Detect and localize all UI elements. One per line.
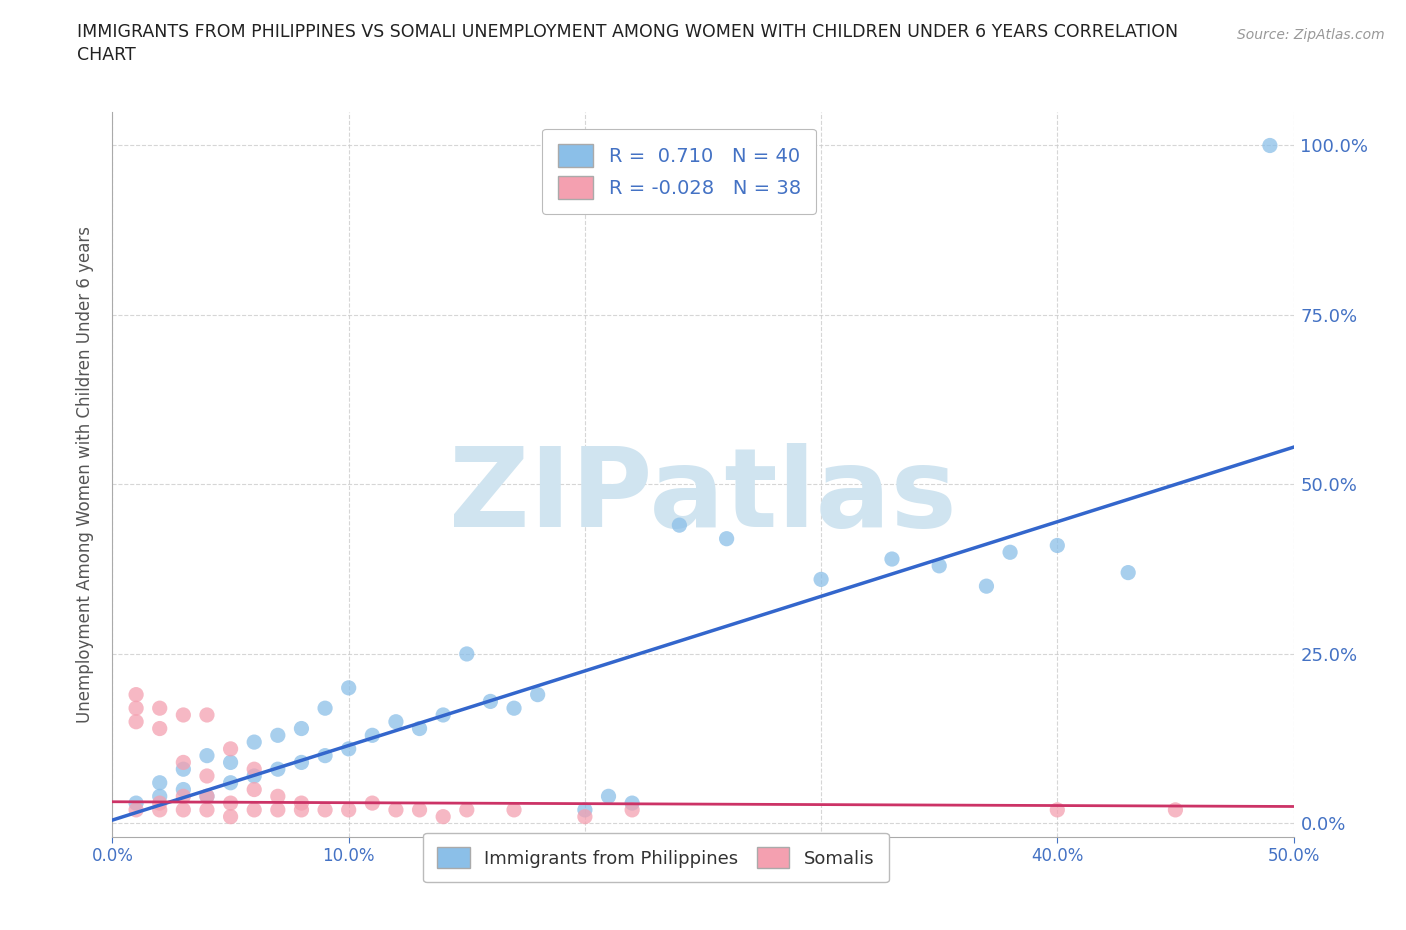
Point [314, 803, 336, 817]
Text: Source: ZipAtlas.com: Source: ZipAtlas.com [1237, 28, 1385, 42]
Point [219, 741, 242, 756]
Point [149, 721, 172, 736]
Point [195, 768, 218, 783]
Point [976, 578, 998, 593]
Point [503, 803, 526, 817]
Point [456, 803, 478, 817]
Text: ZIPatlas: ZIPatlas [449, 443, 957, 550]
Point [125, 796, 148, 811]
Point [314, 700, 336, 715]
Point [149, 796, 172, 811]
Point [290, 755, 312, 770]
Point [361, 796, 384, 811]
Point [1046, 803, 1069, 817]
Point [195, 803, 218, 817]
Point [290, 796, 312, 811]
Point [290, 803, 312, 817]
Point [267, 762, 290, 777]
Point [408, 803, 430, 817]
Point [456, 646, 478, 661]
Point [290, 721, 312, 736]
Legend: Immigrants from Philippines, Somalis: Immigrants from Philippines, Somalis [423, 832, 889, 883]
Text: IMMIGRANTS FROM PHILIPPINES VS SOMALI UNEMPLOYMENT AMONG WOMEN WITH CHILDREN UND: IMMIGRANTS FROM PHILIPPINES VS SOMALI UN… [77, 23, 1178, 41]
Point [125, 687, 148, 702]
Point [172, 708, 194, 723]
Point [361, 728, 384, 743]
Point [668, 518, 690, 533]
Point [998, 545, 1021, 560]
Point [125, 700, 148, 715]
Point [195, 749, 218, 764]
Point [574, 809, 596, 824]
Point [314, 749, 336, 764]
Point [267, 789, 290, 804]
Point [479, 694, 502, 709]
Point [716, 531, 738, 546]
Point [243, 735, 266, 750]
Point [149, 700, 172, 715]
Point [172, 755, 194, 770]
Point [432, 809, 454, 824]
Point [195, 789, 218, 804]
Point [503, 700, 526, 715]
Point [243, 803, 266, 817]
Point [267, 803, 290, 817]
Point [526, 687, 548, 702]
Point [243, 782, 266, 797]
Point [219, 809, 242, 824]
Point [880, 551, 903, 566]
Point [149, 776, 172, 790]
Point [928, 558, 950, 573]
Point [385, 803, 408, 817]
Point [337, 741, 360, 756]
Point [1046, 538, 1069, 553]
Point [337, 681, 360, 696]
Point [574, 803, 596, 817]
Point [1258, 138, 1281, 153]
Point [125, 714, 148, 729]
Point [621, 803, 644, 817]
Point [149, 803, 172, 817]
Point [219, 796, 242, 811]
Point [810, 572, 832, 587]
Point [195, 708, 218, 723]
Point [219, 776, 242, 790]
Text: CHART: CHART [77, 46, 136, 64]
Point [243, 762, 266, 777]
Point [1116, 565, 1139, 580]
Point [219, 755, 242, 770]
Point [195, 789, 218, 804]
Point [385, 714, 408, 729]
Point [243, 768, 266, 783]
Point [172, 782, 194, 797]
Point [432, 708, 454, 723]
Point [337, 803, 360, 817]
Point [408, 721, 430, 736]
Point [621, 796, 644, 811]
Point [598, 789, 620, 804]
Point [267, 728, 290, 743]
Point [125, 803, 148, 817]
Point [172, 803, 194, 817]
Point [1164, 803, 1187, 817]
Point [172, 789, 194, 804]
Point [172, 762, 194, 777]
Y-axis label: Unemployment Among Women with Children Under 6 years: Unemployment Among Women with Children U… [76, 226, 94, 723]
Point [149, 789, 172, 804]
